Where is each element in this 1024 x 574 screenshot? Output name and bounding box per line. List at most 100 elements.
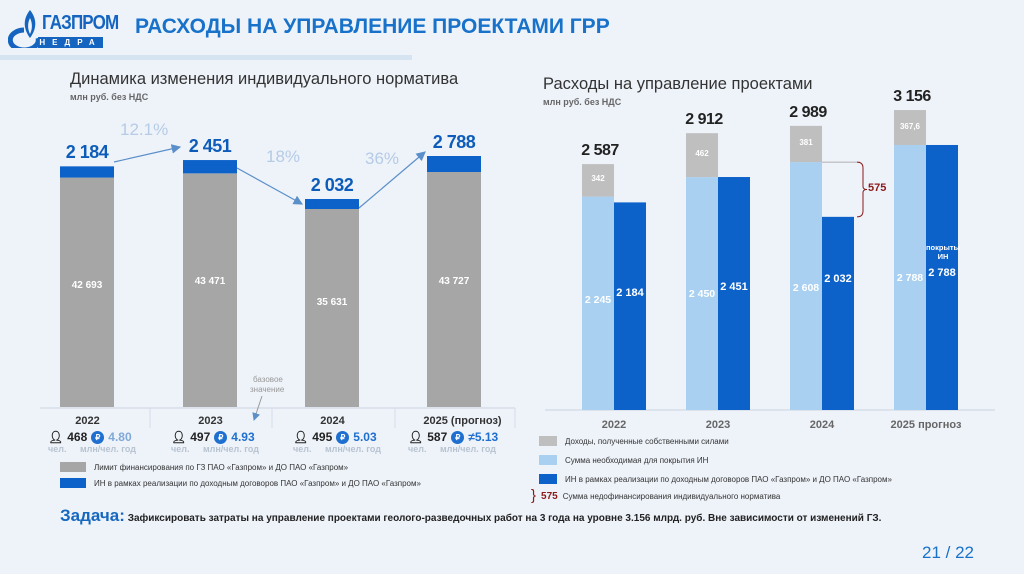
left-chart: базовое значение — [40, 144, 516, 428]
right-category-label: 2022 — [601, 419, 627, 431]
page-number: 21 / 22 — [922, 543, 974, 562]
right-bar-light-2022 — [582, 196, 614, 410]
change-percent-label: 36% — [365, 149, 400, 168]
right-total-label: 2 587 — [581, 142, 619, 160]
ruble-icon: ₽ — [214, 430, 228, 444]
right-chart-title: Расходы на управление проектами — [543, 75, 813, 93]
gap-legend-value: 575 — [541, 490, 558, 502]
right-bar-light-2024 — [790, 162, 822, 410]
base-value-annotation-1: базовое — [253, 375, 283, 384]
legend-swatch-blue — [539, 474, 557, 484]
flame-icon — [8, 10, 41, 48]
headcount: 468 — [67, 430, 88, 444]
ruble-icon: ₽ — [336, 430, 350, 444]
person-icon: 👤︎ — [293, 430, 309, 444]
stat-year: 2023 — [198, 415, 223, 427]
change-arrow-1 — [113, 144, 182, 163]
right-blue-label: 2 788 — [928, 267, 956, 279]
right-bar-light-2025 прогноз — [894, 144, 926, 410]
right-bar-blue-2024 — [822, 216, 854, 410]
change-arrow-2 — [236, 167, 304, 205]
right-bar-gray-2024 — [790, 125, 822, 163]
task-text-2: на уровне — [570, 513, 626, 524]
right-legend-item-blue: ИН в рамках реализации по доходным догов… — [539, 474, 892, 484]
left-bar-blue-2023 — [183, 160, 237, 174]
gap-brace — [856, 161, 868, 218]
logo-word: ГАЗПРОМ — [42, 12, 119, 34]
people-unit: чел. — [293, 444, 312, 454]
left-bar-blue-2022 — [60, 166, 114, 178]
stat-year: 2025 (прогноз) — [423, 415, 502, 427]
task-bold-2: 3.156 млрд. руб. — [625, 513, 706, 524]
per-person-cost: ≠5.13 — [468, 430, 499, 444]
right-category-label: 2025 прогноз — [890, 419, 962, 431]
right-blue-label: 2 184 — [616, 287, 644, 299]
stat-row: 👤︎ 495 ₽5.03 — [293, 430, 377, 444]
rate-unit: млн/чел. год — [203, 444, 259, 454]
logo-subtext: НЕДРА — [38, 37, 103, 48]
right-bar-blue-2023 — [718, 177, 750, 410]
right-gray-label: 367,6 — [899, 121, 921, 131]
right-chart-subtitle: млн руб. без НДС — [543, 97, 622, 107]
stat-row: 👤︎ 587 ₽ ≠5.13 — [408, 430, 498, 444]
headcount: 495 — [312, 430, 333, 444]
right-total-label: 2 912 — [685, 111, 723, 129]
right-gray-label: 462 — [695, 149, 709, 159]
right-bar-light-2023 — [686, 177, 718, 410]
legend-label: Сумма необходимая для покрытия ИН — [565, 455, 709, 465]
right-light-label: 2 788 — [896, 272, 924, 284]
per-person-cost: 5.03 — [353, 430, 377, 444]
covered-note: покрыты ИН — [926, 243, 960, 261]
gap-value-label: 575 — [868, 182, 887, 195]
task-bold-1: 3 года — [539, 513, 571, 524]
left-bar-blue-2025 (прогноз) — [427, 156, 481, 172]
left-chart-subtitle: млн руб. без НДС — [70, 92, 149, 102]
legend-swatch-light-blue — [539, 455, 557, 465]
per-person-cost: 4.80 — [108, 430, 132, 444]
right-gray-label: 342 — [591, 174, 605, 184]
legend-label: Доходы, полученные собственными силами — [565, 436, 729, 446]
left-inbar-label: 42 693 — [71, 280, 103, 291]
page-title: РАСХОДЫ НА УПРАВЛЕНИЕ ПРОЕКТАМИ ГРР — [135, 15, 610, 38]
right-legend-item-gray: Доходы, полученные собственными силами — [539, 436, 729, 446]
ruble-icon: ₽ — [91, 430, 105, 444]
rate-unit: млн/чел. год — [325, 444, 381, 454]
right-chart — [545, 110, 995, 411]
left-bar-gray-2023 — [183, 173, 237, 407]
left-top-label: 2 032 — [310, 175, 354, 195]
left-inbar-label: 35 631 — [316, 297, 348, 308]
right-bar-blue-2022 — [614, 202, 646, 410]
right-category-label: 2023 — [705, 419, 731, 431]
right-light-label: 2 450 — [688, 288, 716, 300]
legend-label: ИН в рамках реализации по доходным догов… — [94, 478, 421, 488]
person-icon: 👤︎ — [48, 430, 64, 444]
stat-year: 2022 — [75, 415, 100, 427]
right-blue-label: 2 451 — [720, 281, 748, 293]
right-legend-item-gap: } 575 Сумма недофинансирования индивидуа… — [531, 487, 780, 504]
right-gray-label: 381 — [799, 137, 813, 147]
gazprom-nedra-logo: ГАЗПРОМ НЕДРА — [8, 6, 119, 48]
per-person-cost: 4.93 — [231, 430, 255, 444]
left-top-label: 2 451 — [188, 136, 232, 157]
right-total-label: 2 989 — [789, 103, 827, 121]
right-bar-gray-2025 прогноз — [894, 110, 926, 145]
left-top-label: 2 788 — [432, 132, 476, 152]
header-divider — [0, 55, 412, 60]
headcount: 497 — [190, 430, 211, 444]
left-bar-gray-2025 (прогноз) — [427, 172, 481, 407]
right-bar-gray-2022 — [582, 164, 614, 197]
left-legend-item-blue: ИН в рамках реализации по доходным догов… — [60, 478, 421, 488]
headcount: 587 — [427, 430, 448, 444]
right-blue-label: 2 032 — [824, 273, 852, 285]
task-text-1: Зафиксировать затраты на управление прое… — [127, 513, 540, 524]
people-unit: чел. — [408, 444, 427, 454]
task-text-3: Вне зависимости от изменений ГЗ. — [705, 513, 882, 524]
right-legend-item-light: Сумма необходимая для покрытия ИН — [539, 455, 708, 465]
brace-icon: } — [531, 487, 537, 504]
change-percent-label: 18% — [266, 147, 301, 166]
rate-unit: млн/чел. год — [80, 444, 136, 454]
base-value-annotation-2: значение — [250, 385, 285, 394]
task-statement: Задача: Зафиксировать затраты на управле… — [60, 506, 881, 526]
left-chart-title: Динамика изменения индивидуального норма… — [70, 70, 459, 88]
legend-swatch-gray — [539, 436, 557, 446]
